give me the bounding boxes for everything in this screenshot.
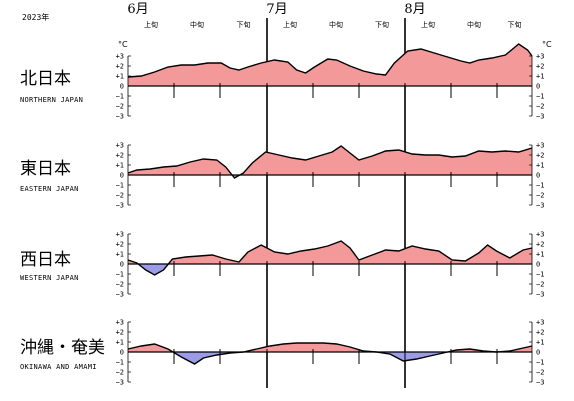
y-tick-label: +3 xyxy=(536,231,544,239)
dekad-label: 下旬 xyxy=(375,20,389,29)
positive-anomaly-area xyxy=(128,241,532,264)
y-tick-label: −3 xyxy=(536,379,544,387)
unit-label-right: °C xyxy=(542,40,552,49)
y-tick-label: −3 xyxy=(536,202,544,210)
anomaly-line xyxy=(127,43,533,78)
y-tick-label: −2 xyxy=(536,369,544,377)
dekad-label: 上旬 xyxy=(421,20,435,29)
y-tick-label: 0 xyxy=(536,349,540,357)
y-tick-label: −2 xyxy=(116,103,124,111)
y-tick-label: +2 xyxy=(536,241,544,249)
y-tick-label: −1 xyxy=(116,182,124,190)
region-label-en-okinawa: OKINAWA AND AMAMI xyxy=(20,363,97,371)
dekad-label: 下旬 xyxy=(237,20,251,29)
panel-1: +3 +2 +1 0 −1 −2 −3 +3 +2 +1 0 −1 −2 −3 xyxy=(116,142,545,210)
dekad-label: 上旬 xyxy=(144,20,158,29)
anomaly-line xyxy=(127,342,533,365)
negative-anomaly-area xyxy=(128,352,532,364)
y-tick-label: +2 xyxy=(536,329,544,337)
y-tick-label: −3 xyxy=(536,113,544,121)
anomaly-line xyxy=(127,145,533,179)
y-tick-label: +2 xyxy=(116,329,124,337)
y-tick-label: −3 xyxy=(116,379,124,387)
y-tick-label: +2 xyxy=(116,152,124,160)
dekad-label: 下旬 xyxy=(508,20,522,29)
y-tick-label: +2 xyxy=(536,63,544,71)
y-tick-label: +3 xyxy=(116,53,124,61)
region-label-northern: 北日本 xyxy=(20,69,71,89)
y-tick-label: −1 xyxy=(116,93,124,101)
y-tick-label: −2 xyxy=(536,281,544,289)
dekad-label: 中旬 xyxy=(467,20,481,29)
y-tick-label: +3 xyxy=(116,319,124,327)
positive-anomaly-area xyxy=(128,343,532,352)
region-label-okinawa: 沖縄・奄美 xyxy=(20,338,105,358)
y-tick-label: +2 xyxy=(116,241,124,249)
y-tick-label: 0 xyxy=(536,261,540,269)
y-tick-label: +1 xyxy=(536,73,544,81)
y-tick-label: +1 xyxy=(536,339,544,347)
y-tick-label: −1 xyxy=(536,93,544,101)
y-tick-label: +1 xyxy=(116,251,124,259)
y-tick-label: −2 xyxy=(536,192,544,200)
y-tick-label: +3 xyxy=(536,53,544,61)
y-tick-label: −2 xyxy=(116,369,124,377)
positive-anomaly-area xyxy=(128,146,532,175)
region-label-en-eastern: EASTERN JAPAN xyxy=(20,185,79,193)
y-tick-label: −1 xyxy=(116,271,124,279)
dekad-label: 上旬 xyxy=(283,20,297,29)
y-tick-label: +1 xyxy=(116,73,124,81)
y-tick-label: −3 xyxy=(536,291,544,299)
y-tick-label: +1 xyxy=(116,162,124,170)
y-tick-label: −3 xyxy=(116,291,124,299)
y-tick-label: +3 xyxy=(116,231,124,239)
y-tick-label: +2 xyxy=(116,63,124,71)
panel-2: +3 +2 +1 0 −1 −2 −3 +3 +2 +1 0 −1 −2 −3 xyxy=(116,231,545,299)
y-tick-label: 0 xyxy=(120,261,124,269)
anomaly-line xyxy=(127,240,533,276)
dekad-label: 中旬 xyxy=(190,20,204,29)
year-label: 2023年 xyxy=(22,13,50,22)
month-label: 6月 xyxy=(127,2,148,17)
y-tick-label: 0 xyxy=(536,83,540,91)
y-tick-label: 0 xyxy=(120,172,124,180)
y-tick-label: −1 xyxy=(536,182,544,190)
y-tick-label: −2 xyxy=(536,103,544,111)
y-tick-label: −1 xyxy=(536,271,544,279)
y-tick-label: −2 xyxy=(116,281,124,289)
y-tick-label: +2 xyxy=(536,152,544,160)
y-tick-label: −3 xyxy=(116,113,124,121)
y-tick-label: 0 xyxy=(120,349,124,357)
y-tick-label: −1 xyxy=(116,359,124,367)
y-tick-label: +1 xyxy=(536,251,544,259)
month-label: 8月 xyxy=(404,2,425,17)
region-label-en-northern: NORTHERN JAPAN xyxy=(20,96,84,104)
dekad-label: 中旬 xyxy=(329,20,343,29)
y-tick-label: 0 xyxy=(536,172,540,180)
region-label-eastern: 東日本 xyxy=(20,159,71,179)
panel-0: +3 +2 +1 0 −1 −2 −3 +3 +2 +1 0 −1 −2 −3 xyxy=(116,43,544,121)
y-tick-label: +1 xyxy=(536,162,544,170)
region-label-en-western: WESTERN JAPAN xyxy=(20,274,79,282)
y-tick-label: −3 xyxy=(116,202,124,210)
region-label-western: 西日本 xyxy=(20,250,71,270)
panel-3: +3 +2 +1 0 −1 −2 −3 +3 +2 +1 0 −1 −2 −3 xyxy=(116,319,545,387)
month-label: 7月 xyxy=(266,2,287,17)
y-tick-label: +3 xyxy=(536,319,544,327)
unit-label-left: °C xyxy=(118,40,128,49)
y-tick-label: −2 xyxy=(116,192,124,200)
y-tick-label: +1 xyxy=(116,339,124,347)
y-tick-label: 0 xyxy=(120,83,124,91)
y-tick-label: +3 xyxy=(116,142,124,150)
y-tick-label: +3 xyxy=(536,142,544,150)
positive-anomaly-area xyxy=(128,44,532,86)
y-tick-label: −1 xyxy=(536,359,544,367)
